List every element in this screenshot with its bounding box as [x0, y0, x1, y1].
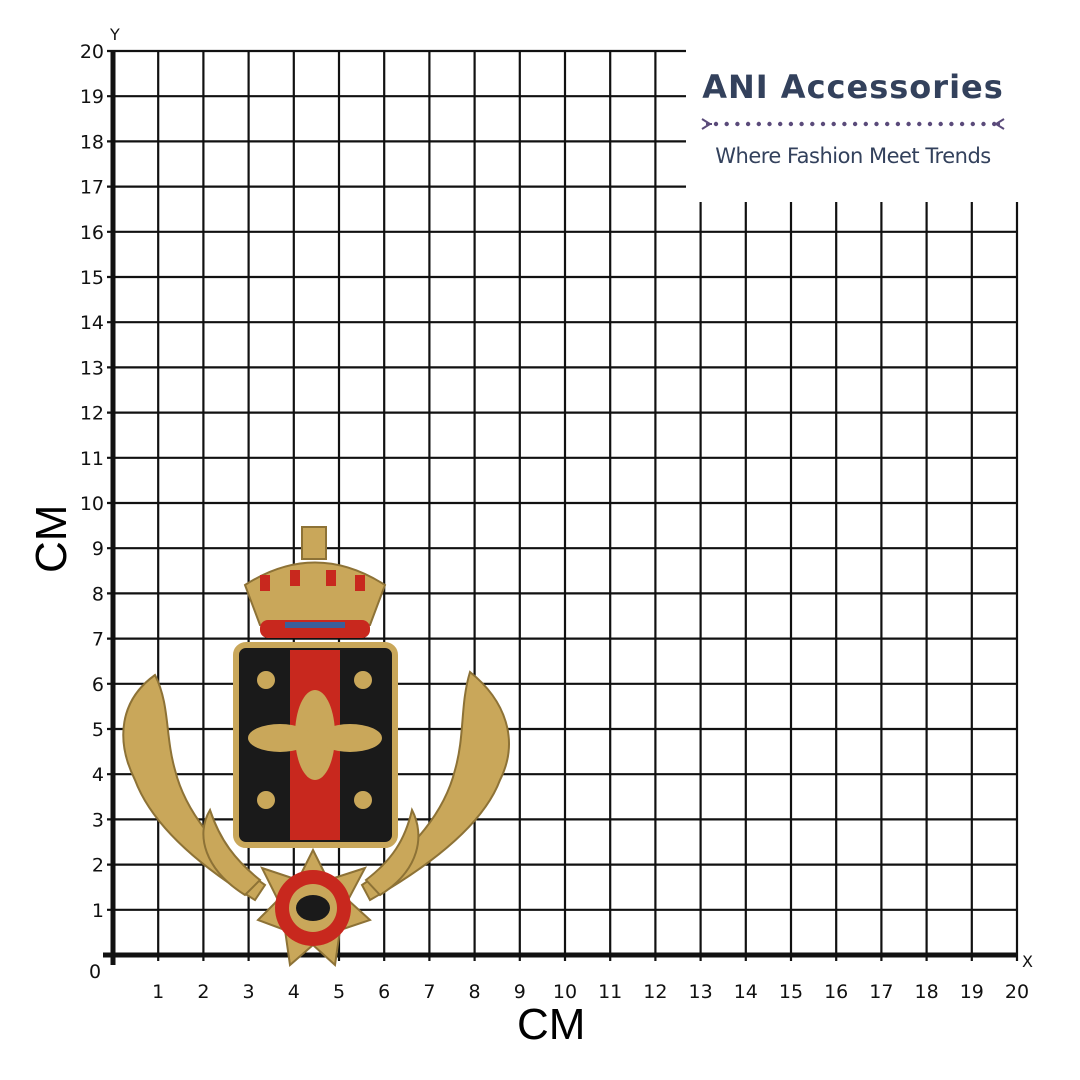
y-axis-letter: Y	[109, 25, 120, 44]
y-tick-label: 16	[80, 222, 104, 244]
y-tick-label: 15	[80, 267, 104, 289]
x-tick-label: 5	[333, 981, 345, 1003]
x-tick-label: 9	[514, 981, 526, 1003]
y-tick-label: 8	[92, 583, 104, 605]
y-tick-label: 1	[92, 900, 104, 922]
y-tick-label: 11	[80, 448, 104, 470]
divider-dot	[735, 121, 740, 127]
divider-dot	[885, 121, 890, 127]
y-tick-label: 18	[80, 131, 104, 153]
divider-dot	[970, 121, 975, 127]
x-tick-label: 0	[89, 961, 101, 983]
x-tick-label: 4	[288, 981, 300, 1003]
x-tick-label: 17	[869, 981, 893, 1003]
divider-dot	[778, 121, 783, 127]
divider-dot	[959, 121, 965, 127]
y-tick-label: 9	[92, 538, 104, 560]
y-tick-label: 7	[92, 629, 104, 651]
x-tick-label: 10	[553, 981, 577, 1003]
divider-dot	[917, 121, 922, 127]
x-tick-label: 20	[1005, 981, 1029, 1003]
star-accents	[257, 671, 372, 809]
divider-right-ornament	[994, 118, 1005, 130]
divider-dot	[713, 121, 719, 127]
divider-dot	[767, 121, 772, 127]
y-axis-unit: CM	[27, 504, 76, 573]
x-tick-label: 12	[643, 981, 667, 1003]
divider-dot	[895, 121, 901, 127]
y-tick-label: 10	[80, 493, 104, 515]
brand-tagline: Where Fashion Meet Trends	[715, 144, 991, 168]
divider-dot	[810, 121, 815, 127]
divider-dot	[842, 121, 847, 127]
y-tick-label: 14	[80, 312, 104, 334]
x-tick-label: 18	[915, 981, 939, 1003]
x-axis-letter: X	[1022, 952, 1033, 971]
divider-dot	[724, 121, 729, 127]
x-tick-label: 3	[243, 981, 255, 1003]
crest-bee-patch-image	[122, 526, 510, 968]
divider-dot	[938, 121, 943, 127]
x-axis-unit: CM	[517, 1000, 586, 1049]
y-tick-label: 4	[92, 764, 104, 786]
divider-dot	[906, 121, 911, 127]
x-axis-tick-labels: 01 2 3 4 5 6 7 8 9 10 11 12 13 14 15 16 17 18 19 20	[89, 961, 1029, 1003]
y-tick-label: 2	[92, 855, 104, 877]
divider-dot	[745, 121, 751, 127]
y-tick-label: 12	[80, 403, 104, 425]
divider-dot	[874, 121, 879, 127]
y-tick-label: 13	[80, 357, 104, 379]
x-tick-label: 15	[779, 981, 803, 1003]
x-tick-label: 7	[423, 981, 435, 1003]
x-tick-label: 14	[734, 981, 758, 1003]
divider-dot	[981, 121, 986, 127]
dotted-divider	[701, 118, 1005, 130]
divider-dot	[788, 121, 794, 127]
divider-dot	[949, 121, 954, 127]
crown-icon	[243, 526, 387, 638]
x-tick-label: 1	[152, 981, 164, 1003]
brand-name: ANI Accessories	[702, 68, 1004, 106]
y-tick-label: 6	[92, 674, 104, 696]
x-tick-label: 11	[598, 981, 622, 1003]
right-laurel	[360, 670, 510, 902]
divider-dot	[863, 121, 868, 127]
x-tick-label: 13	[689, 981, 713, 1003]
divider-dot	[756, 121, 761, 127]
y-tick-label: 3	[92, 809, 104, 831]
bee-icon	[295, 690, 335, 780]
y-tick-label: 17	[80, 177, 104, 199]
x-tick-label: 2	[197, 981, 209, 1003]
divider-dot	[820, 121, 826, 127]
x-tick-label: 6	[378, 981, 390, 1003]
x-tick-label: 16	[824, 981, 848, 1003]
y-tick-label: 19	[80, 86, 104, 108]
y-tick-label: 5	[92, 719, 104, 741]
divider-dot	[927, 121, 933, 127]
divider-left-ornament	[701, 118, 712, 130]
left-laurel	[122, 673, 267, 902]
divider-dot	[831, 121, 836, 127]
brand-logo: ANI Accessories Where Fashion Meet Trend…	[686, 46, 1020, 202]
divider-dot	[799, 121, 804, 127]
x-tick-label: 19	[960, 981, 984, 1003]
divider-dot	[852, 121, 858, 127]
y-tick-label: 20	[80, 41, 104, 63]
medallion-icon	[256, 847, 372, 968]
x-tick-label: 8	[469, 981, 481, 1003]
